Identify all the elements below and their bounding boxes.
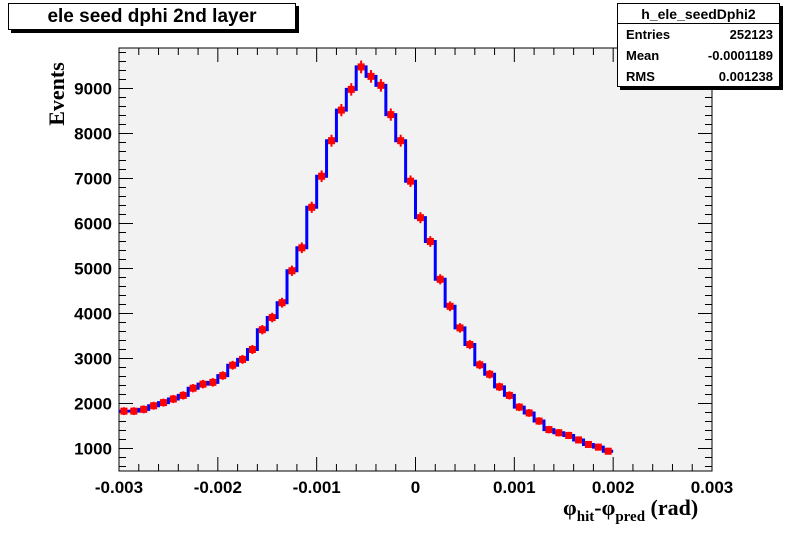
stats-label: Mean — [626, 48, 660, 63]
data-point — [555, 429, 563, 437]
data-point — [604, 447, 612, 455]
data-point — [505, 391, 513, 399]
data-point — [278, 299, 286, 307]
stats-row-rms: RMS 0.001238 — [618, 66, 779, 87]
data-point — [515, 403, 523, 411]
data-point — [367, 72, 375, 80]
data-point — [347, 85, 355, 93]
data-point — [594, 443, 602, 451]
y-tick-label: 1000 — [74, 440, 112, 459]
data-point — [407, 177, 415, 185]
data-point — [387, 111, 395, 119]
data-point — [209, 378, 217, 386]
data-point — [397, 137, 405, 145]
data-point — [189, 384, 197, 392]
stats-value: 0.001238 — [718, 69, 773, 84]
y-tick-label: 8000 — [74, 125, 112, 144]
x-tick-label: 0 — [411, 478, 420, 497]
stats-row-entries: Entries 252123 — [618, 24, 779, 45]
x-axis-label: φhit-φpred (rad) — [563, 495, 743, 535]
data-point — [584, 440, 592, 448]
x-tick-label: -0.002 — [194, 478, 242, 497]
y-tick-label: 9000 — [74, 80, 112, 99]
data-point — [456, 324, 464, 332]
data-point — [308, 203, 316, 211]
y-axis-label: Events — [44, 62, 69, 126]
data-point — [357, 63, 365, 71]
stats-label: Entries — [626, 27, 671, 42]
data-point — [179, 391, 187, 399]
data-point — [327, 137, 335, 145]
plot-frame — [118, 47, 713, 472]
x-axis-label-phi-hit: φ — [563, 495, 577, 520]
stats-value: -0.0001189 — [707, 48, 773, 63]
data-point — [486, 370, 494, 378]
data-point — [159, 399, 167, 407]
x-axis-label-dash: - — [594, 495, 602, 520]
x-tick-label: 0.001 — [493, 478, 536, 497]
chart-title: ele seed dphi 2nd layer — [8, 3, 296, 30]
x-tick-label: -0.001 — [293, 478, 341, 497]
data-point — [130, 407, 138, 415]
data-point — [258, 326, 266, 334]
x-axis-label-phi-pred: φ — [601, 495, 616, 520]
data-point — [150, 402, 158, 410]
data-point — [120, 407, 128, 415]
x-axis-label-unit: (rad) — [645, 495, 699, 520]
stats-histogram-name: h_ele_seedDphi2 — [618, 4, 779, 24]
data-point — [416, 214, 424, 222]
data-point — [377, 81, 385, 89]
data-point — [239, 355, 247, 363]
y-tick-label: 2000 — [74, 395, 112, 414]
data-point — [476, 361, 484, 369]
y-tick-label: 4000 — [74, 305, 112, 324]
data-point — [248, 346, 256, 353]
data-point — [318, 172, 326, 180]
x-axis-label-sub-pred: pred — [615, 509, 646, 525]
data-point — [545, 426, 553, 434]
data-point — [426, 238, 434, 245]
data-point — [496, 383, 504, 391]
x-tick-label: 0.003 — [691, 478, 734, 497]
data-point — [337, 106, 345, 114]
data-point — [535, 417, 543, 425]
stats-value: 252123 — [729, 27, 773, 42]
chart-title-text: ele seed dphi 2nd layer — [47, 5, 257, 27]
x-tick-label: -0.003 — [95, 478, 143, 497]
stats-row-mean: Mean -0.0001189 — [618, 45, 779, 66]
y-tick-label: 6000 — [74, 215, 112, 234]
data-point — [288, 267, 296, 275]
data-point — [575, 436, 583, 444]
data-point — [298, 244, 306, 252]
data-point — [229, 361, 237, 369]
y-tick-label: 7000 — [74, 170, 112, 189]
stats-label: RMS — [626, 69, 655, 84]
data-point — [466, 341, 474, 349]
x-axis-label-sub-hit: hit — [576, 509, 595, 525]
data-point — [140, 405, 148, 413]
stats-box: h_ele_seedDphi2 Entries 252123 Mean -0.0… — [617, 3, 780, 87]
data-point — [446, 302, 454, 310]
data-point — [525, 409, 533, 417]
x-tick-label: 0.002 — [592, 478, 635, 497]
data-point — [565, 431, 573, 439]
data-point — [169, 395, 177, 403]
data-point — [268, 314, 276, 322]
y-tick-label: 5000 — [74, 260, 112, 279]
data-point — [436, 275, 444, 283]
y-tick-label: 3000 — [74, 350, 112, 369]
data-point — [199, 380, 207, 388]
data-point — [219, 372, 227, 380]
